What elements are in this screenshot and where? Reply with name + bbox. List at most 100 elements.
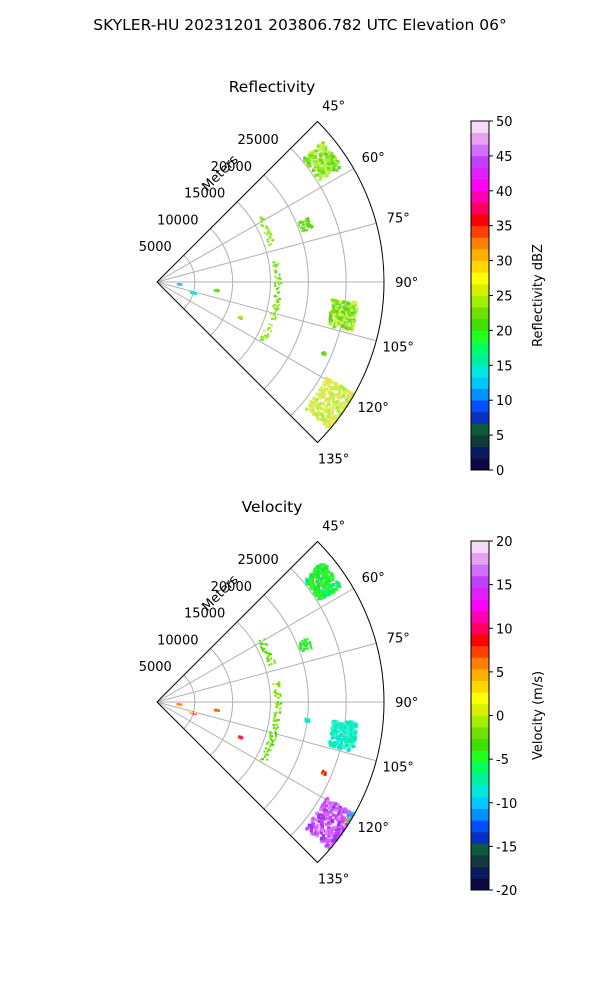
azimuth-tick-label: 135° [318, 873, 349, 888]
echo-gate [346, 817, 349, 820]
echo-gate [190, 711, 192, 713]
echo-gate [329, 311, 333, 315]
echo-gate [350, 812, 353, 815]
echo-gate [353, 733, 357, 738]
echo-gate [316, 159, 320, 163]
echo-gate [344, 310, 348, 314]
echo-gate [328, 423, 332, 428]
echo-region [297, 217, 314, 232]
echo-gate [266, 656, 269, 659]
azimuth-tick-label: 105° [383, 761, 414, 776]
echo-gate [315, 568, 319, 572]
echo-gate [325, 171, 329, 175]
echo-gate [237, 316, 240, 319]
echo-gate [299, 222, 302, 225]
echo-gate [320, 828, 325, 833]
echo-gate [305, 719, 308, 722]
echo-gate [310, 225, 313, 228]
echo-gate [270, 236, 273, 239]
colorbar-swatch [471, 762, 489, 775]
azimuth-tick-label: 60° [362, 571, 385, 586]
echo-gate [325, 829, 329, 833]
echo-gate [318, 402, 322, 406]
echo-gate [325, 565, 329, 569]
colorbar-swatch [471, 657, 489, 670]
echo-layer [176, 563, 359, 850]
echo-gate [238, 735, 240, 738]
echo-gate [337, 827, 341, 831]
echo-gate [214, 709, 217, 712]
panel-title: Velocity [242, 498, 303, 516]
echo-gate [277, 703, 280, 706]
echo-gate [276, 692, 279, 695]
echo-gate [328, 740, 332, 744]
colorbar-swatch [471, 738, 489, 751]
colorbar-swatch [471, 458, 489, 471]
echo-gate [239, 315, 241, 318]
echo-gate [338, 407, 343, 411]
echo-gate [264, 755, 266, 758]
echo-gate [343, 736, 347, 740]
echo-gate [275, 719, 278, 722]
echo-gate [326, 380, 330, 384]
echo-gate [342, 321, 346, 325]
echo-gate [309, 409, 314, 413]
azimuth-spoke [156, 588, 354, 703]
echo-gate [266, 238, 269, 241]
echo-gate [303, 642, 306, 645]
echo-gate [177, 703, 180, 706]
echo-gate [274, 713, 277, 716]
echo-gate [279, 712, 282, 715]
echo-gate [322, 164, 326, 168]
colorbar-swatch [471, 260, 489, 273]
colorbar-tick-label: 5 [496, 429, 504, 444]
colorbar-tick-label: 10 [496, 622, 513, 637]
azimuth-tick-label: 90° [395, 276, 418, 291]
echo-gate [272, 264, 275, 267]
echo-gate [301, 643, 304, 646]
colorbar-label: Velocity (m/s) [531, 671, 546, 760]
echo-gate [308, 719, 311, 722]
echo-gate [273, 716, 276, 719]
echo-gate [332, 832, 336, 836]
radial-tick-label: 5000 [139, 240, 172, 255]
echo-gate [275, 265, 278, 268]
echo-gate [353, 723, 357, 727]
echo-gate [327, 832, 331, 836]
echo-gate [274, 735, 277, 738]
echo-gate [309, 404, 313, 408]
echo-gate [306, 637, 309, 640]
echo-gate [272, 314, 275, 316]
echo-gate [348, 738, 352, 742]
echo-gate [268, 244, 270, 247]
echo-gate [333, 728, 337, 732]
echo-gate [325, 584, 329, 589]
colorbar-swatch [471, 692, 489, 705]
echo-gate [335, 168, 339, 172]
echo-gate [305, 224, 308, 227]
azimuth-spoke [156, 168, 354, 283]
colorbar-tick-label: -20 [496, 884, 517, 899]
echo-gate [350, 815, 353, 818]
echo-gate [311, 408, 315, 413]
azimuth-tick-label: 75° [387, 631, 410, 646]
echo-gate [315, 812, 319, 816]
echo-gate [194, 293, 197, 296]
echo-gate [266, 750, 269, 752]
colorbar-swatch [471, 645, 489, 658]
echo-gate [318, 813, 322, 817]
echo-gate [337, 728, 341, 732]
azimuth-tick-label: 60° [362, 151, 385, 166]
echo-gate [339, 313, 343, 317]
echo-gate [343, 820, 346, 823]
echo-gate [323, 837, 327, 841]
echo-gate [326, 826, 331, 830]
echo-gate [299, 646, 302, 649]
echo-gate [342, 810, 346, 814]
colorbar-tick-label: 15 [496, 359, 513, 374]
echo-gate [346, 394, 351, 398]
echo-gate [338, 304, 342, 308]
echo-gate [311, 226, 314, 229]
echo-layer [177, 141, 359, 429]
echo-gate [317, 168, 321, 172]
